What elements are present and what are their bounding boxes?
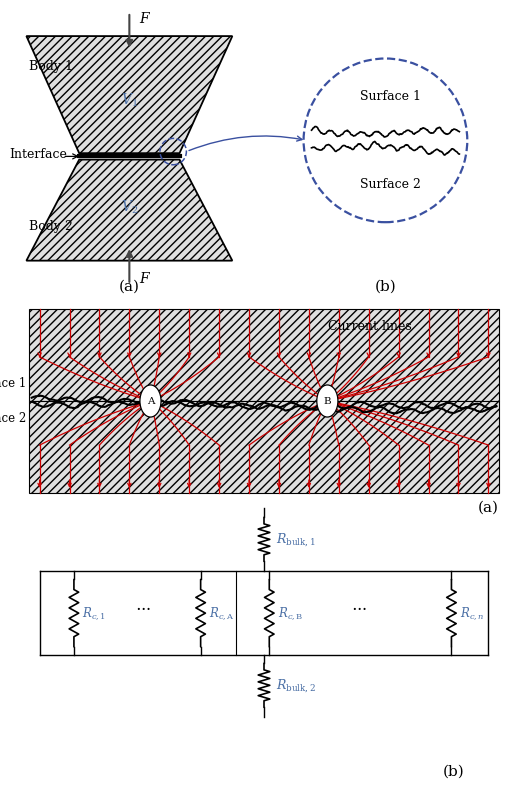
- Circle shape: [140, 385, 161, 417]
- Text: Interface: Interface: [10, 148, 68, 161]
- Polygon shape: [26, 36, 232, 153]
- Text: (b): (b): [443, 764, 465, 779]
- Text: $\cdots$: $\cdots$: [135, 598, 150, 615]
- Text: $R_{c,n}$: $R_{c,n}$: [460, 606, 484, 621]
- Text: (a): (a): [119, 279, 140, 294]
- Text: $\cdots$: $\cdots$: [351, 598, 367, 615]
- Text: Surface 2: Surface 2: [0, 412, 26, 425]
- Text: Current lines: Current lines: [328, 320, 411, 333]
- Text: Body 1: Body 1: [29, 60, 73, 73]
- Text: (b): (b): [374, 279, 397, 294]
- Text: Body 2: Body 2: [29, 220, 73, 233]
- Text: Surface 1: Surface 1: [360, 90, 421, 103]
- Text: $R_{c,{\rm B}}$: $R_{c,{\rm B}}$: [278, 606, 303, 621]
- Text: $R_{c,{\rm A}}$: $R_{c,{\rm A}}$: [209, 606, 235, 621]
- Text: $R_{c,1}$: $R_{c,1}$: [82, 606, 106, 621]
- Text: (a): (a): [478, 500, 499, 515]
- Text: $R_{\rm bulk,2}$: $R_{\rm bulk,2}$: [276, 677, 316, 694]
- Text: Surface 1: Surface 1: [0, 377, 26, 390]
- Text: $V_2$: $V_2$: [121, 198, 138, 216]
- Polygon shape: [29, 309, 499, 401]
- Text: Surface 2: Surface 2: [360, 178, 421, 191]
- Text: $R_{\rm bulk,1}$: $R_{\rm bulk,1}$: [276, 531, 315, 548]
- Text: B: B: [324, 396, 331, 406]
- Polygon shape: [26, 160, 232, 261]
- Text: $F$: $F$: [139, 11, 151, 26]
- Text: $V_1$: $V_1$: [121, 91, 138, 109]
- Polygon shape: [29, 401, 499, 493]
- Text: A: A: [147, 396, 154, 406]
- Text: $F$: $F$: [139, 271, 151, 286]
- Circle shape: [317, 385, 338, 417]
